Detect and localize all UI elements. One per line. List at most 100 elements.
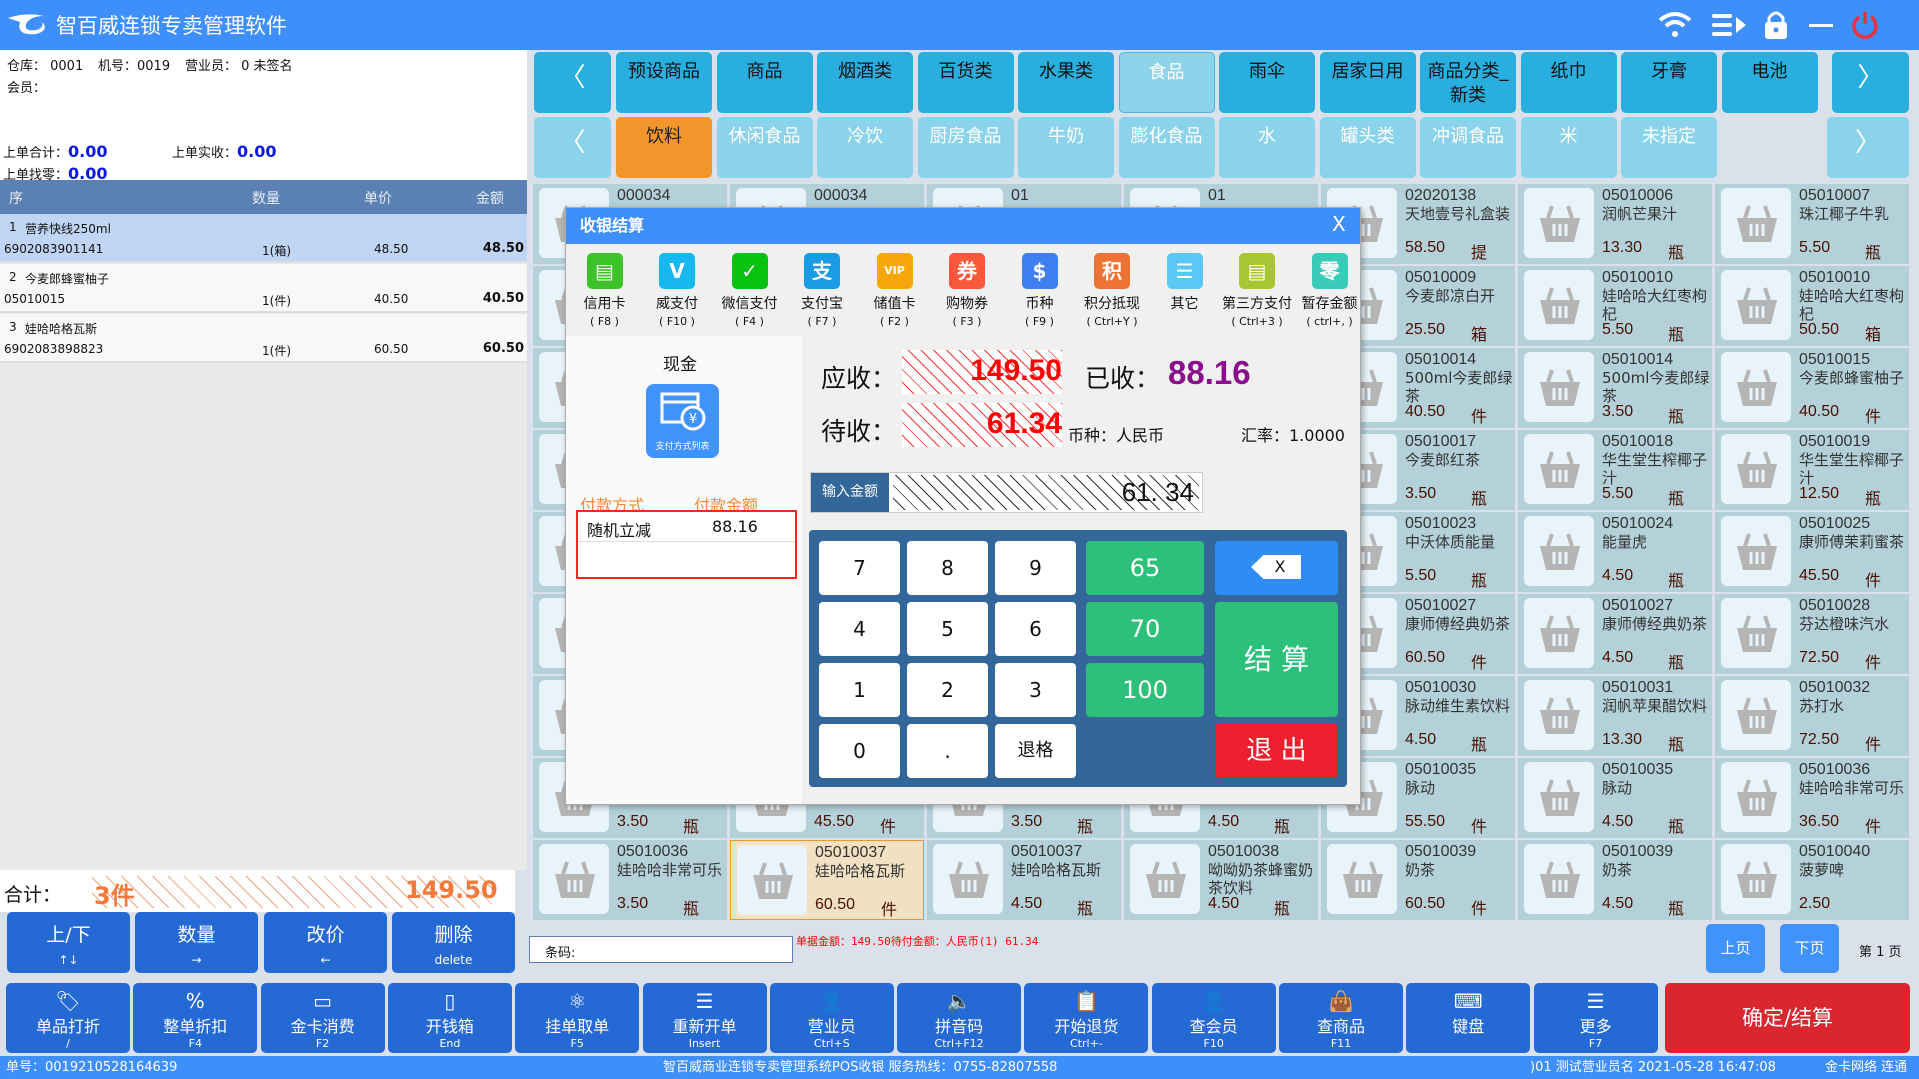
numpad-key[interactable]: . <box>907 724 988 778</box>
subcategory-prev-button[interactable]: 〈 <box>534 117 611 178</box>
toolbar-button[interactable]: 🏷 单品打折 / <box>6 983 130 1053</box>
product-card[interactable]: 05010038 呦呦奶茶蜂蜜奶茶饮料 4.50 瓶 <box>1124 840 1318 920</box>
product-card[interactable]: 05010018 华生堂生榨椰子汁 5.50 瓶 <box>1518 430 1712 510</box>
category-tab[interactable]: 雨伞 <box>1219 52 1315 113</box>
category-tab[interactable]: 商品分类_新类 <box>1420 52 1516 113</box>
numpad-key[interactable]: 3 <box>995 663 1076 717</box>
quick-amount-key[interactable]: 70 <box>1086 602 1204 656</box>
subcategory-tab[interactable]: 冲调食品 <box>1420 117 1516 178</box>
toolbar-button[interactable]: % 整单折扣 F4 <box>133 983 258 1053</box>
action-button[interactable]: 删除 delete <box>392 912 515 973</box>
product-card[interactable]: 05010006 润帆芒果汁 13.30 瓶 <box>1518 184 1712 264</box>
action-button[interactable]: 改价 ← <box>264 912 387 973</box>
toolbar-button[interactable]: 🔈 拼音码 Ctrl+F12 <box>897 983 1022 1053</box>
product-card[interactable]: 05010007 珠江椰子牛乳 5.50 瓶 <box>1715 184 1909 264</box>
product-card[interactable]: 05010031 润帆苹果醋饮料 13.30 瓶 <box>1518 676 1712 756</box>
payment-method-button[interactable]: $ 币种 ( F9 ) <box>1003 253 1076 328</box>
minimize-icon[interactable] <box>1809 24 1833 27</box>
category-next-button[interactable]: 〉 <box>1832 52 1909 113</box>
numpad-key[interactable]: 1 <box>819 663 900 717</box>
product-card[interactable]: 05010036 娃哈哈非常可乐 36.50 件 <box>1715 758 1909 838</box>
product-card[interactable]: 05010024 能量虎 4.50 瓶 <box>1518 512 1712 592</box>
close-icon[interactable]: X <box>1332 212 1346 236</box>
product-card[interactable]: 05010010 娃哈哈大红枣枸杞 50.50 箱 <box>1715 266 1909 346</box>
product-card[interactable]: 05010014 500ml今麦郎绿茶 3.50 瓶 <box>1518 348 1712 428</box>
product-card[interactable]: 05010028 芬达橙味汽水 72.50 件 <box>1715 594 1909 674</box>
category-tab[interactable]: 电池 <box>1721 52 1818 113</box>
power-icon[interactable] <box>1850 10 1880 40</box>
toolbar-button[interactable]: 👜 查商品 F11 <box>1279 983 1403 1053</box>
numpad-key[interactable]: 4 <box>819 602 900 656</box>
category-tab[interactable]: 纸巾 <box>1520 52 1617 113</box>
lock-icon[interactable] <box>1763 10 1789 40</box>
toolbar-button[interactable]: 👤 营业员 Ctrl+S <box>769 983 894 1053</box>
payment-method-button[interactable]: VIP 储值卡 ( F2 ) <box>858 253 931 328</box>
subcategory-tab[interactable]: 牛奶 <box>1018 117 1114 178</box>
payment-method-button[interactable]: ✓ 微信支付 ( F4 ) <box>713 253 786 328</box>
next-page-button[interactable]: 下页 <box>1780 924 1839 973</box>
product-card[interactable]: 05010032 苏打水 72.50 件 <box>1715 676 1909 756</box>
subcategory-tab[interactable]: 冷饮 <box>817 117 913 178</box>
product-card[interactable]: 05010035 脉动 4.50 瓶 <box>1518 758 1712 838</box>
category-prev-button[interactable]: 〈 <box>534 52 611 113</box>
toolbar-button[interactable]: 👤 查会员 F10 <box>1151 983 1276 1053</box>
category-tab[interactable]: 居家日用 <box>1319 52 1416 113</box>
toolbar-button[interactable]: ⚛ 挂单取单 F5 <box>515 983 640 1053</box>
product-card[interactable]: 05010039 奶茶 60.50 件 <box>1321 840 1515 920</box>
product-card[interactable]: 05010039 奶茶 4.50 瓶 <box>1518 840 1712 920</box>
action-button[interactable]: 上/下 ↑↓ <box>7 912 130 973</box>
toolbar-button[interactable]: ⌨ 键盘 <box>1406 983 1531 1053</box>
action-button[interactable]: 数量 → <box>135 912 258 973</box>
payment-method-button[interactable]: 零暂存金额 ( ctrl+, ) <box>1293 253 1366 328</box>
category-tab[interactable]: 商品 <box>716 52 813 113</box>
exit-button[interactable]: 退 出 <box>1215 724 1338 778</box>
numpad-key[interactable]: 8 <box>907 541 988 595</box>
product-card[interactable]: 05010015 今麦郎蜂蜜柚子 40.50 件 <box>1715 348 1909 428</box>
payment-method-button[interactable]: ▤ 信用卡 ( F8 ) <box>568 253 641 328</box>
product-card[interactable]: 05010025 康师傅茉莉蜜茶 45.50 件 <box>1715 512 1909 592</box>
subcategory-tab[interactable]: 厨房食品 <box>917 117 1014 178</box>
numpad-key[interactable]: 0 <box>819 724 900 778</box>
backspace-button[interactable]: X <box>1215 541 1338 595</box>
numpad-key[interactable]: 7 <box>819 541 900 595</box>
payment-method-button[interactable]: 积积分抵现 ( Ctrl+Y ) <box>1076 253 1149 328</box>
product-card[interactable]: 05010027 康师傅经典奶茶 4.50 瓶 <box>1518 594 1712 674</box>
barcode-input[interactable]: 条码: <box>529 936 793 963</box>
switch-icon[interactable] <box>1712 12 1748 38</box>
numpad-key[interactable]: 5 <box>907 602 988 656</box>
toolbar-button[interactable]: ▯ 开钱箱 End <box>387 983 512 1053</box>
product-card[interactable]: 05010010 娃哈哈大红枣枸杞 5.50 瓶 <box>1518 266 1712 346</box>
numpad-key[interactable]: 2 <box>907 663 988 717</box>
category-tab[interactable]: 百货类 <box>917 52 1014 113</box>
numpad-key[interactable]: 9 <box>995 541 1076 595</box>
payment-method-button[interactable]: V 威支付 ( F10 ) <box>641 253 714 328</box>
subcategory-tab[interactable]: 休闲食品 <box>716 117 813 178</box>
toolbar-button[interactable]: ☰ 重新开单 Insert <box>642 983 767 1053</box>
product-card[interactable]: 05010019 华生堂生榨椰子汁 12.50 瓶 <box>1715 430 1909 510</box>
payment-method-button[interactable]: ▤ 第三方支付 ( Ctrl+3 ) <box>1221 253 1294 328</box>
quick-amount-key[interactable]: 65 <box>1086 541 1204 595</box>
payment-list-button[interactable]: ¥ 支付方式列表 <box>646 384 719 458</box>
product-card[interactable]: 05010037 娃哈哈格瓦斯 4.50 瓶 <box>927 840 1121 920</box>
payment-method-button[interactable]: ☰ 其它 <box>1148 253 1221 315</box>
product-card[interactable]: 05010037 娃哈哈格瓦斯 60.50 件 <box>730 840 924 920</box>
table-row[interactable]: 1 营养快线250ml 6902083901141 1(箱) 48.50 48.50 <box>0 214 527 263</box>
amount-input[interactable]: 输入金额 61. 34 <box>810 472 1203 513</box>
category-tab[interactable]: 牙膏 <box>1621 52 1717 113</box>
prev-page-button[interactable]: 上页 <box>1706 924 1765 973</box>
product-card[interactable]: 05010040 菠萝啤 2.50 <box>1715 840 1909 920</box>
subcategory-next-button[interactable]: 〉 <box>1827 117 1909 178</box>
confirm-checkout-button[interactable]: 确定/结算 <box>1665 983 1910 1053</box>
subcategory-tab[interactable]: 罐头类 <box>1319 117 1416 178</box>
pay-record-row[interactable]: 随机立减 88.16 <box>578 512 795 542</box>
category-tab[interactable]: 烟酒类 <box>817 52 913 113</box>
toolbar-button[interactable]: 📋 开始退货 Ctrl+- <box>1024 983 1149 1053</box>
quick-amount-key[interactable]: 100 <box>1086 663 1204 717</box>
table-row[interactable]: 2 今麦郎蜂蜜柚子 05010015 1(件) 40.50 40.50 <box>0 264 527 313</box>
subcategory-tab[interactable]: 未指定 <box>1621 117 1717 178</box>
category-tab[interactable]: 食品 <box>1118 52 1215 113</box>
toolbar-button[interactable]: ▭ 金卡消费 F2 <box>260 983 385 1053</box>
subcategory-tab[interactable]: 饮料 <box>616 117 712 178</box>
payment-method-button[interactable]: 券购物券 ( F3 ) <box>931 253 1004 328</box>
backspace-text-key[interactable]: 退格 <box>995 724 1076 778</box>
